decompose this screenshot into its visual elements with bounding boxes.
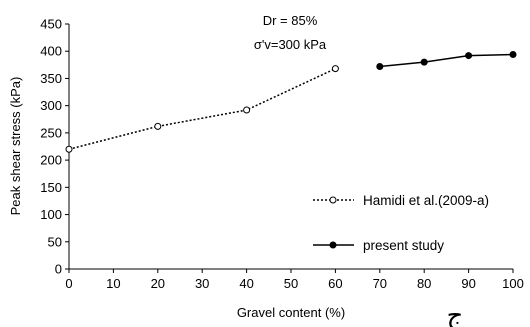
x-tick-label: 30	[195, 276, 209, 291]
y-tick-label: 250	[40, 125, 62, 140]
data-point	[243, 106, 251, 114]
y-tick-label: 450	[40, 17, 62, 32]
x-tick-label: 70	[373, 276, 387, 291]
y-tick-label: 200	[40, 153, 62, 168]
x-axis-title: Gravel content (%)	[237, 305, 345, 320]
y-tick-label: 100	[40, 207, 62, 222]
y-tick-label: 150	[40, 180, 62, 195]
legend-label-hamidi: Hamidi et al.(2009-a)	[363, 193, 489, 208]
legend-marker-hamidi	[329, 196, 337, 204]
annotation-dr: Dr = 85%	[263, 13, 318, 28]
series-line	[379, 53, 514, 68]
x-tick-label: 10	[106, 276, 120, 291]
data-point	[331, 65, 339, 73]
x-tick-label: 80	[417, 276, 431, 291]
y-ticks: 0 50 100 150 200 250 300 350 400 450	[40, 17, 69, 277]
x-tick-label: 40	[239, 276, 253, 291]
data-point	[509, 50, 517, 58]
legend-marker-present	[329, 241, 337, 249]
series-layer	[65, 50, 517, 153]
series-line	[68, 67, 336, 150]
x-tick-label: 100	[502, 276, 524, 291]
annotation-stress: σ'v=300 kPa	[254, 37, 327, 52]
x-tick-label: 60	[328, 276, 342, 291]
y-axis-title: Peak shear stress (kPa)	[8, 77, 23, 216]
corner-mark: ج	[447, 301, 464, 327]
y-tick-label: 0	[55, 262, 62, 277]
y-tick-label: 300	[40, 98, 62, 113]
x-tick-label: 50	[284, 276, 298, 291]
x-tick-label: 90	[461, 276, 475, 291]
data-point	[376, 62, 384, 70]
series-0	[65, 65, 339, 153]
data-point	[465, 52, 473, 60]
y-tick-label: 50	[48, 234, 62, 249]
series-1	[376, 50, 517, 70]
legend-label-present: present study	[363, 238, 444, 253]
data-point	[420, 58, 428, 66]
y-tick-label: 400	[40, 44, 62, 59]
legend: Hamidi et al.(2009-a) present study	[313, 193, 489, 253]
x-tick-label: 20	[151, 276, 165, 291]
y-tick-label: 350	[40, 71, 62, 86]
x-ticks: 0 10 20 30 40 50 60 70 80 90 100	[65, 269, 524, 291]
x-tick-label: 0	[65, 276, 72, 291]
data-point	[65, 145, 73, 153]
data-point	[154, 122, 162, 130]
